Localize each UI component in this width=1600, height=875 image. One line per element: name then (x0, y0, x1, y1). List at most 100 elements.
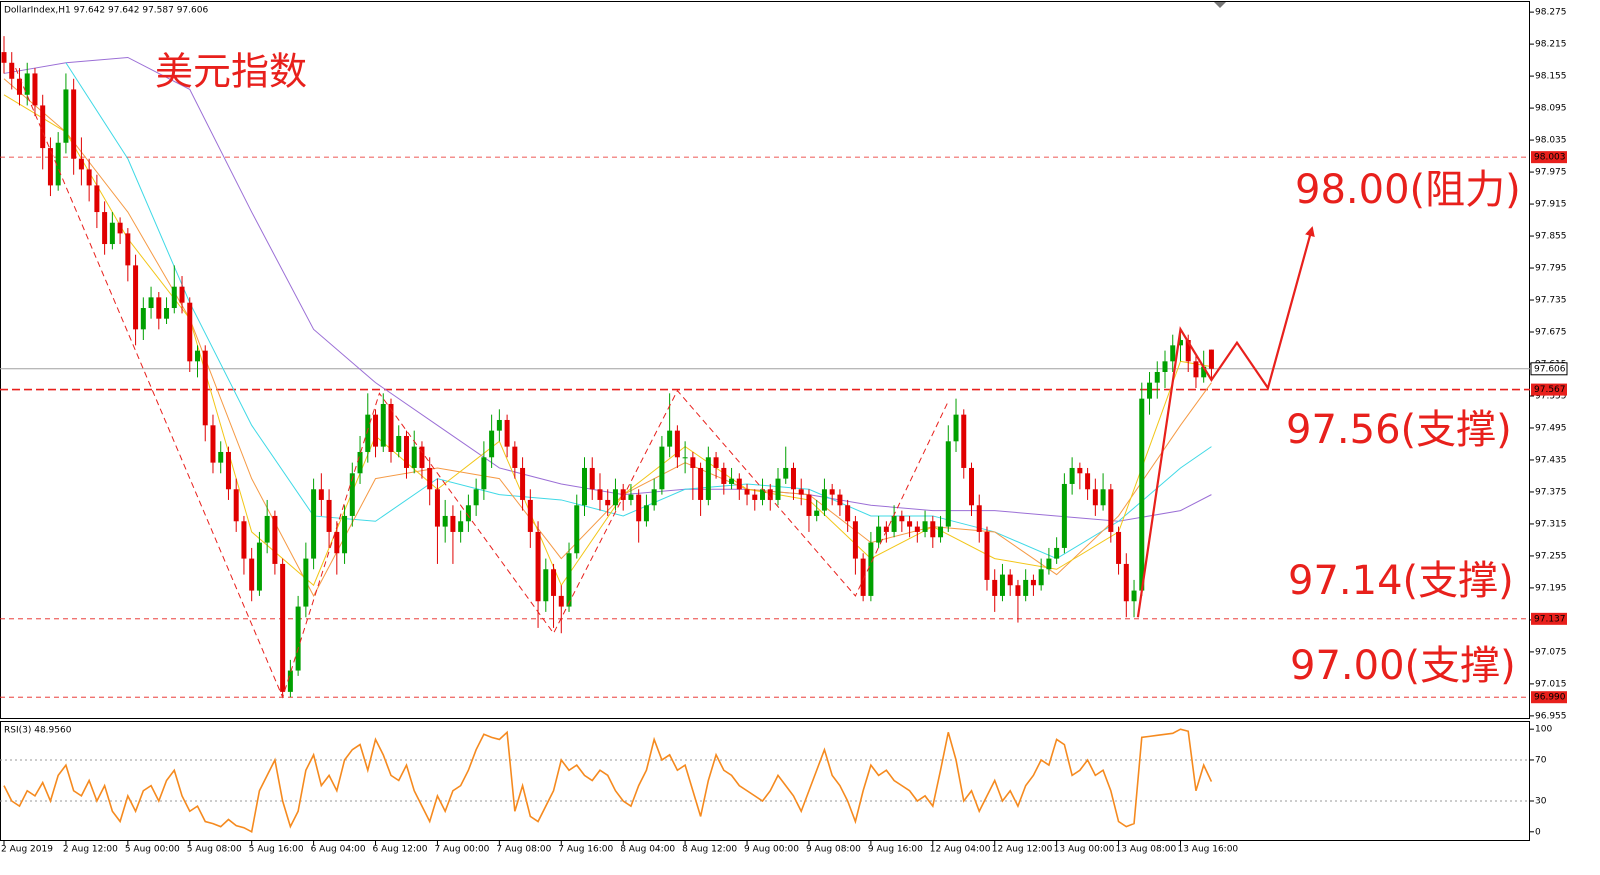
candle-body (806, 494, 812, 516)
candle-body (1170, 345, 1176, 362)
candle-body (241, 521, 247, 559)
x-tick-label: 12 Aug 12:00 (992, 845, 1053, 855)
candle-body (1123, 563, 1129, 602)
rsi-title: RSI(3) 48.9560 (4, 726, 72, 736)
candle-body (1177, 340, 1183, 346)
candle-body (775, 478, 781, 500)
candle-body (373, 414, 379, 447)
y-tick-label: 97.015 (1535, 679, 1567, 689)
x-tick-label: 13 Aug 00:00 (1054, 845, 1115, 855)
candle-body (829, 489, 835, 495)
candle-body (783, 467, 789, 479)
price-panel-frame (0, 1, 1530, 719)
y-tick-label: 97.315 (1535, 519, 1567, 529)
candle-body (729, 478, 735, 484)
candle-body (798, 489, 804, 495)
level-label-box (1531, 691, 1567, 704)
candle-body (357, 451, 363, 474)
y-tick-label: 97.915 (1535, 200, 1567, 210)
candle-body (156, 297, 162, 319)
candle-body (1061, 483, 1067, 548)
candle-body (883, 526, 889, 532)
candle-body (434, 489, 440, 527)
candle-body (953, 414, 959, 442)
candle-body (976, 505, 982, 532)
candle-body (1069, 467, 1075, 484)
candle-body (411, 446, 417, 468)
candle-body (690, 457, 696, 468)
annotation: 97.00(支撑) (1290, 643, 1516, 689)
candle-body (86, 169, 92, 186)
x-tick-label: 5 Aug 16:00 (249, 845, 304, 855)
forecast-arrow (1136, 226, 1315, 618)
candle-body (71, 89, 77, 159)
candle-body (496, 419, 502, 431)
candle-body (187, 302, 193, 362)
candle-body (489, 430, 495, 458)
candle-body (605, 499, 611, 506)
x-tick-label: 9 Aug 00:00 (744, 845, 799, 855)
candle-body (713, 457, 719, 468)
candle-body (643, 505, 649, 522)
y-tick-label: 97.195 (1535, 583, 1567, 593)
candle-body (396, 435, 402, 452)
candle-body (179, 286, 185, 303)
candle-body (1147, 382, 1153, 399)
level-label-box (1531, 612, 1567, 625)
y-tick-label: 97.675 (1535, 328, 1567, 338)
y-tick-label: 98.215 (1535, 40, 1567, 50)
candle-body (992, 579, 998, 596)
candle-body (140, 308, 146, 330)
candle-body (682, 457, 688, 459)
level-label: 97.567 (1534, 385, 1566, 395)
x-tick-label: 2 Aug 12:00 (63, 845, 118, 855)
y-tick-label: 97.375 (1535, 487, 1567, 497)
level-label: 97.137 (1534, 614, 1566, 624)
candle-body (1023, 579, 1029, 596)
candle-body (1015, 585, 1021, 596)
candle-body (760, 489, 766, 500)
y-tick-label: 97.255 (1535, 551, 1567, 561)
level-label: 98.003 (1534, 153, 1566, 163)
candle-body (16, 78, 22, 95)
candle-body (102, 212, 108, 245)
candle-body (1108, 489, 1114, 532)
candle-body (473, 489, 479, 506)
candle-body (40, 105, 46, 149)
candle-body (945, 441, 951, 527)
candle-body (225, 451, 231, 490)
level-label-box (1531, 151, 1567, 164)
y-tick-label: 97.855 (1535, 232, 1567, 242)
candle-body (450, 515, 456, 532)
candle-body (318, 489, 324, 500)
candle-body (481, 457, 487, 490)
candle-body (705, 457, 711, 500)
candle-body (868, 542, 874, 596)
candle-body (1054, 547, 1060, 559)
candle-body (148, 297, 154, 309)
candle-body (930, 521, 936, 538)
candle-body (32, 73, 38, 106)
candle-body (1139, 398, 1145, 591)
header: DollarIndex,H1 97.642 97.642 97.587 97.6… (4, 6, 208, 16)
candle-body (1007, 574, 1013, 586)
candle-body (860, 558, 866, 596)
candle-body (303, 558, 309, 607)
candle-body (365, 414, 371, 452)
level-label-box (1531, 383, 1567, 396)
level-label: 96.990 (1534, 693, 1566, 703)
y-tick-label: 70 (1535, 755, 1547, 765)
candle-body (659, 446, 665, 490)
moving-average (3, 78, 1212, 597)
candle-body (133, 265, 139, 330)
candle-body (922, 521, 928, 532)
candle-body (837, 494, 843, 506)
shift-marker (1214, 2, 1226, 8)
x-tick-label: 9 Aug 08:00 (806, 845, 861, 855)
candle-body (233, 489, 239, 522)
y-tick-label: 98.155 (1535, 72, 1567, 82)
x-tick-label: 9 Aug 16:00 (868, 845, 923, 855)
rsi-line (3, 728, 1213, 834)
candle-body (55, 142, 61, 186)
